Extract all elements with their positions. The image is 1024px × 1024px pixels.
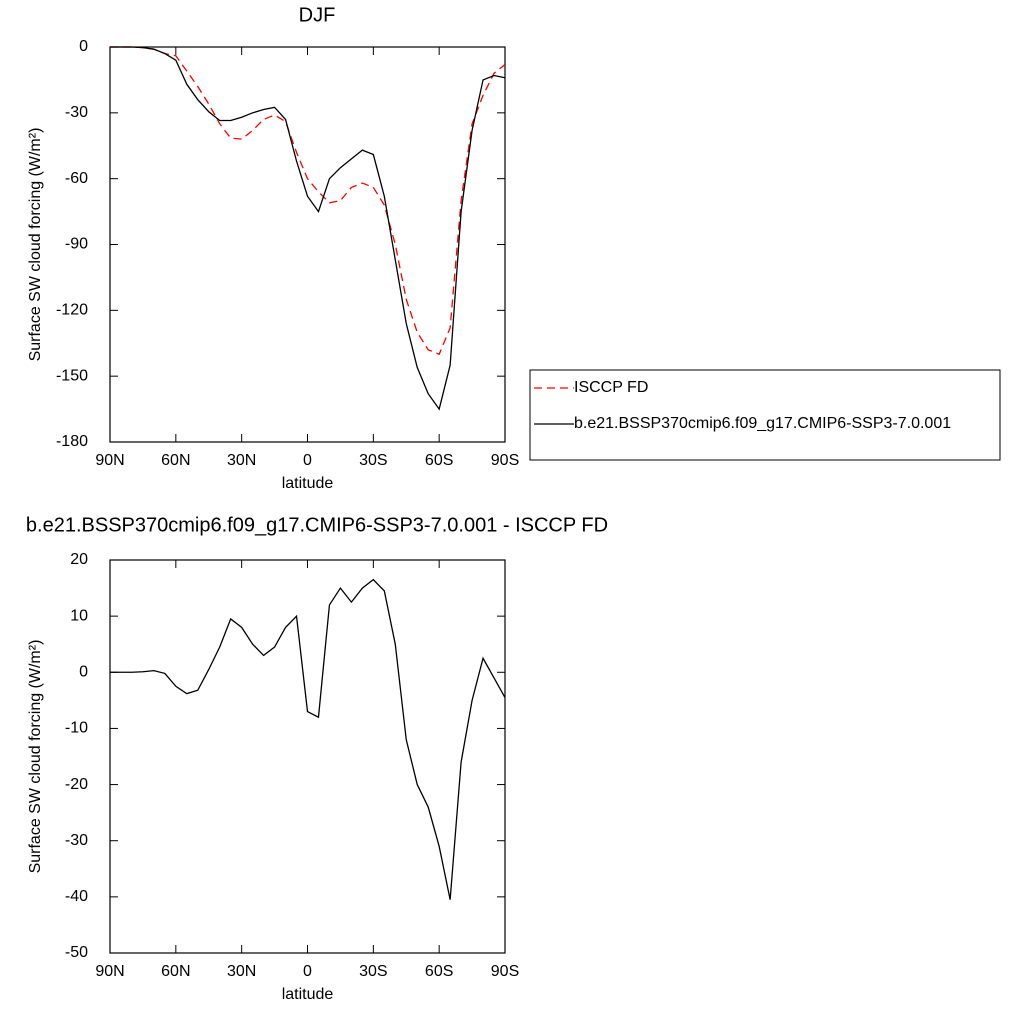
y-tick-label: 20 [70, 551, 88, 568]
plot-frame [109, 559, 506, 954]
y-tick-label: -20 [65, 776, 88, 793]
legend-label: ISCCP FD [574, 379, 648, 396]
data-line [110, 578, 506, 900]
x-tick-label: 60S [425, 963, 453, 980]
x-tick-label: 90S [491, 452, 519, 469]
y-tick-label: -10 [65, 720, 88, 737]
y-tick-label: -90 [65, 236, 88, 253]
y-tick-label: -150 [56, 367, 88, 384]
legend-box [529, 369, 1001, 461]
y-axis-label: Surface SW cloud forcing (W/m²) [27, 640, 44, 874]
x-axis-label: latitude [282, 986, 334, 1003]
y-tick-label: -30 [65, 832, 88, 849]
data-line [110, 46, 506, 411]
y-tick-label: 0 [79, 664, 88, 681]
y-tick-label: -180 [56, 433, 88, 450]
legend-label: b.e21.BSSP370cmip6.f09_g17.CMIP6-SSP3-7.… [574, 415, 951, 432]
x-tick-label: 60S [425, 452, 453, 469]
x-tick-label: 90N [95, 963, 124, 980]
x-tick-label: 90S [491, 963, 519, 980]
x-tick-label: 90N [95, 452, 124, 469]
chart-title: DJF [299, 4, 336, 26]
chart-title: b.e21.BSSP370cmip6.f09_g17.CMIP6-SSP3-7.… [26, 514, 608, 536]
y-tick-label: 10 [70, 607, 88, 624]
y-tick-label: -30 [65, 104, 88, 121]
y-tick-label: -120 [56, 302, 88, 319]
x-tick-label: 0 [303, 452, 312, 469]
x-tick-label: 30N [227, 963, 256, 980]
x-tick-label: 60N [161, 963, 190, 980]
y-axis-label: Surface SW cloud forcing (W/m²) [27, 128, 44, 362]
y-tick-label: -40 [65, 888, 88, 905]
y-tick-label: -50 [65, 944, 88, 961]
x-tick-label: 30N [227, 452, 256, 469]
x-tick-label: 30S [359, 963, 387, 980]
x-tick-label: 60N [161, 452, 190, 469]
x-tick-label: 30S [359, 452, 387, 469]
x-tick-label: 0 [303, 963, 312, 980]
y-tick-label: 0 [79, 38, 88, 55]
x-axis-label: latitude [282, 475, 334, 492]
y-tick-label: -60 [65, 170, 88, 187]
data-line [110, 46, 506, 356]
